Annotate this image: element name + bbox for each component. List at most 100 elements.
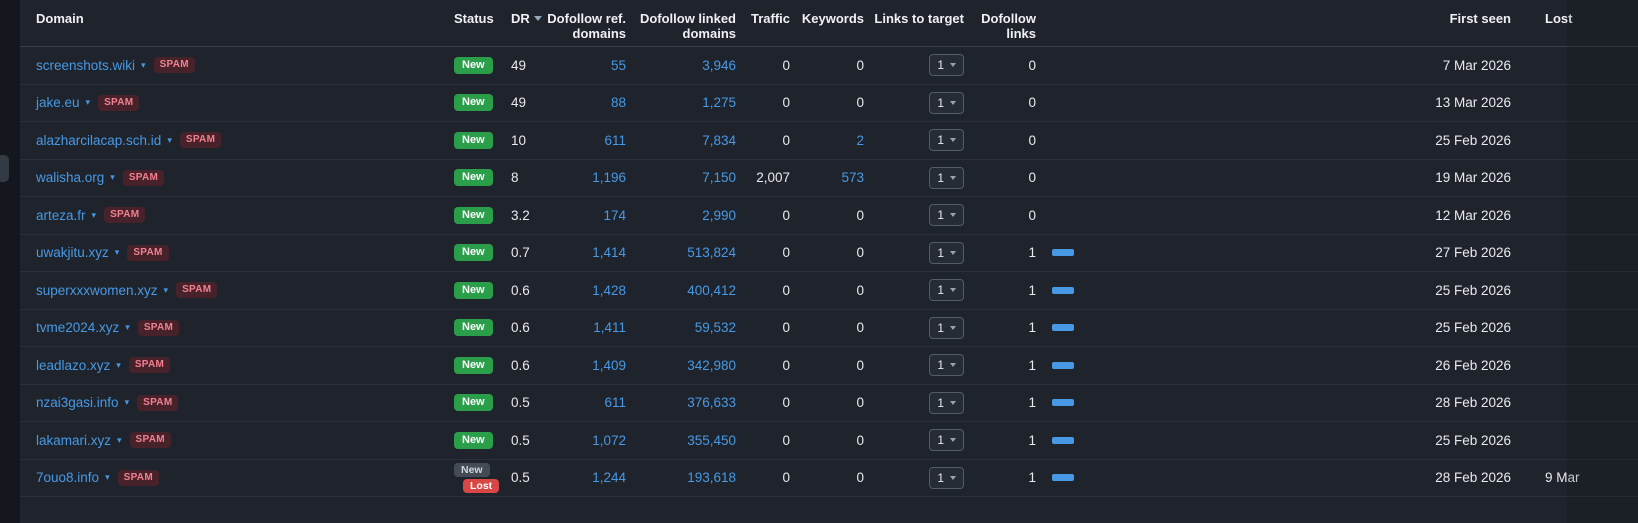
dofollow-links-bar [1052, 361, 1074, 369]
dofollow-ref-domains-link[interactable]: 174 [603, 207, 626, 223]
domain-dropdown-caret[interactable]: ▾ [167, 134, 172, 145]
dofollow-linked-domains-link[interactable]: 7,834 [702, 132, 736, 148]
domain-dropdown-caret[interactable]: ▾ [105, 472, 110, 483]
side-panel-handle[interactable] [0, 155, 9, 182]
col-header-keywords[interactable]: Keywords [801, 11, 864, 26]
dofollow-links-value: 0 [1028, 207, 1036, 223]
domain-link[interactable]: arteza.fr [36, 207, 86, 223]
ref-domains-cell: 611 [546, 133, 636, 148]
domain-link[interactable]: jake.eu [36, 95, 80, 111]
dofollow-linked-domains-link[interactable]: 3,946 [702, 57, 736, 73]
status-badge-new: New [454, 356, 493, 374]
dr-value: 0.6 [511, 320, 530, 336]
dofollow-linked-domains-link[interactable]: 2,990 [702, 207, 736, 223]
domain-link[interactable]: screenshots.wiki [36, 57, 136, 73]
links-to-target-cell: 1 [874, 391, 978, 414]
dofollow-ref-domains-link[interactable]: 611 [604, 132, 626, 148]
dofollow-linked-domains-link[interactable]: 400,412 [687, 282, 736, 298]
dofollow-ref-domains-link[interactable]: 55 [610, 57, 626, 73]
dofollow-linked-domains-link[interactable]: 7,150 [702, 170, 736, 186]
dofollow-ref-domains-link[interactable]: 1,072 [592, 432, 626, 448]
domain-cell: tvme2024.xyz ▾ SPAM [20, 319, 440, 336]
links-to-target-dropdown[interactable]: 1 [929, 129, 964, 152]
domain-dropdown-caret[interactable]: ▾ [125, 322, 130, 333]
chevron-down-icon [950, 363, 956, 368]
domain-link[interactable]: 7ouo8.info [36, 470, 100, 486]
dofollow-linked-domains-link[interactable]: 376,633 [687, 395, 736, 411]
domain-link[interactable]: superxxxwomen.xyz [36, 282, 158, 298]
linked-domains-cell: 7,834 [636, 133, 746, 148]
dofollow-ref-domains-link[interactable]: 1,428 [592, 282, 626, 298]
dofollow-linked-domains-link[interactable]: 355,450 [687, 432, 736, 448]
dofollow-ref-domains-link[interactable]: 1,244 [592, 470, 626, 486]
dofollow-links-cell: 1 [978, 245, 1090, 260]
domain-dropdown-caret[interactable]: ▾ [124, 397, 130, 408]
dofollow-links-value: 1 [1028, 432, 1036, 448]
col-header-links-to-target[interactable]: Links to target [874, 11, 964, 26]
col-header-dofollow-links[interactable]: Dofollow links [981, 11, 1036, 41]
spam-badge: SPAM [179, 132, 222, 149]
domain-link[interactable]: walisha.org [36, 170, 105, 186]
domain-link[interactable]: lakamari.xyz [36, 432, 112, 448]
dofollow-linked-domains-link[interactable]: 513,824 [687, 245, 736, 261]
domain-dropdown-caret[interactable]: ▾ [116, 359, 121, 370]
dofollow-ref-domains-link[interactable]: 88 [610, 95, 626, 111]
col-header-dofollow-linked-domains[interactable]: Dofollow linked domains [639, 11, 736, 41]
spam-badge: SPAM [127, 244, 169, 261]
links-to-target-dropdown[interactable]: 1 [929, 316, 964, 339]
dofollow-ref-domains-link[interactable]: 1,414 [592, 245, 626, 261]
links-to-target-dropdown[interactable]: 1 [929, 279, 964, 302]
links-to-target-dropdown[interactable]: 1 [929, 54, 964, 77]
links-to-target-dropdown[interactable]: 1 [929, 354, 964, 377]
table-row: nzai3gasi.info ▾ SPAM New 0.5 611 376,63… [20, 385, 1638, 422]
col-header-first-seen[interactable]: First seen [1449, 11, 1511, 26]
domain-dropdown-caret[interactable]: ▾ [110, 172, 115, 183]
domain-dropdown-caret[interactable]: ▾ [91, 209, 97, 220]
links-to-target-dropdown[interactable]: 1 [929, 204, 964, 227]
keywords-value[interactable]: 573 [841, 170, 864, 186]
col-header-dofollow-ref-domains[interactable]: Dofollow ref. domains [547, 11, 626, 41]
domain-link[interactable]: tvme2024.xyz [36, 320, 120, 336]
col-header-dr[interactable]: DR [506, 0, 546, 26]
links-to-target-dropdown[interactable]: 1 [929, 166, 964, 189]
domain-dropdown-caret[interactable]: ▾ [117, 434, 122, 445]
links-to-target-dropdown[interactable]: 1 [929, 429, 964, 452]
col-header-status[interactable]: Status [454, 11, 494, 26]
chevron-down-icon [950, 475, 956, 480]
domain-dropdown-caret[interactable]: ▾ [163, 284, 169, 295]
keywords-value[interactable]: 2 [856, 132, 864, 148]
links-to-target-dropdown[interactable]: 1 [929, 391, 964, 414]
dofollow-ref-domains-link[interactable]: 1,196 [592, 170, 626, 186]
dofollow-ref-domains-link[interactable]: 611 [604, 395, 626, 411]
status-cell: New [440, 169, 506, 187]
dofollow-linked-domains-link[interactable]: 1,275 [702, 95, 736, 111]
domain-dropdown-caret[interactable]: ▾ [85, 97, 91, 108]
col-header-traffic[interactable]: Traffic [750, 11, 790, 26]
dr-value: 8 [511, 170, 519, 186]
col-header-lost[interactable]: Lost [1545, 11, 1573, 26]
domain-link[interactable]: alazharcilacap.sch.id [36, 132, 162, 148]
links-to-target-dropdown[interactable]: 1 [929, 466, 964, 489]
links-to-target-dropdown[interactable]: 1 [929, 241, 964, 264]
table-row: walisha.org ▾ SPAM New 8 1,196 7,150 2,0… [20, 160, 1638, 197]
domain-link[interactable]: nzai3gasi.info [36, 395, 119, 411]
domain-dropdown-caret[interactable]: ▾ [141, 59, 146, 70]
dofollow-linked-domains-link[interactable]: 342,980 [687, 357, 736, 373]
dofollow-ref-domains-link[interactable]: 1,409 [592, 357, 626, 373]
dofollow-linked-domains-link[interactable]: 193,618 [687, 470, 736, 486]
spam-badge: SPAM [176, 282, 218, 299]
spam-badge: SPAM [137, 394, 179, 411]
links-to-target-dropdown[interactable]: 1 [929, 91, 964, 114]
domain-link[interactable]: leadlazo.xyz [36, 357, 111, 373]
links-to-target-cell: 1 [874, 429, 978, 452]
domain-link[interactable]: uwakjitu.xyz [36, 245, 109, 261]
domain-dropdown-caret[interactable]: ▾ [114, 247, 120, 258]
status-cell: New [440, 56, 506, 74]
dofollow-ref-domains-link[interactable]: 1,411 [593, 320, 626, 336]
ref-domains-cell: 1,072 [546, 433, 636, 448]
dofollow-linked-domains-link[interactable]: 59,532 [694, 320, 736, 336]
dr-value: 0.5 [511, 432, 530, 448]
dr-value: 0.5 [511, 470, 530, 486]
col-header-domain[interactable]: Domain [36, 11, 84, 26]
table-row: arteza.fr ▾ SPAM New 3.2 174 2,990 0 0 1… [20, 197, 1638, 235]
